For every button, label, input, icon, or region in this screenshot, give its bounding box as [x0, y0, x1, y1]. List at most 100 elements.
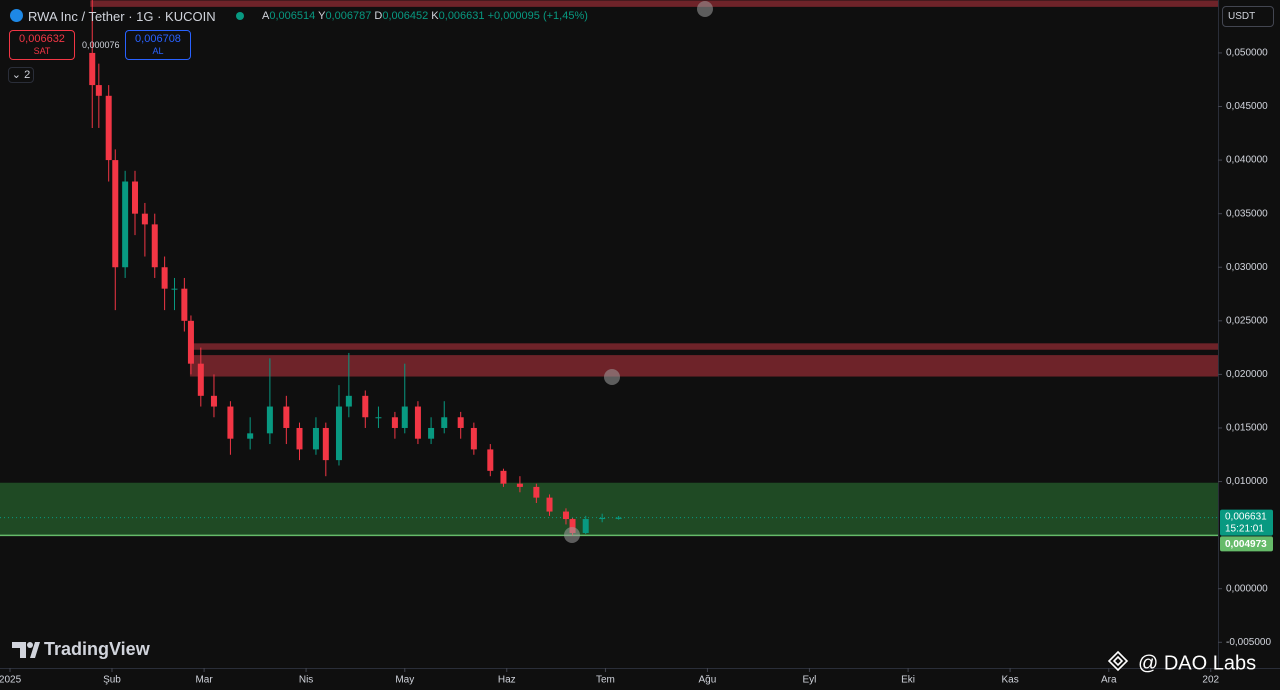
y-tick-label: 0,010000	[1226, 476, 1268, 487]
y-tick-label: -0,005000	[1226, 637, 1271, 648]
candle-body	[599, 517, 606, 520]
brand: TradingView	[44, 639, 151, 659]
watermark: @ DAO Labs	[1138, 652, 1256, 674]
candle-body	[187, 320, 194, 364]
candle-body	[546, 497, 553, 512]
x-tick-label: Mar	[195, 675, 213, 686]
tradingview-logo: TradingView	[12, 639, 151, 659]
candle-body	[516, 483, 523, 487]
y-tick-label: 0,025000	[1226, 315, 1268, 326]
zone	[189, 343, 1218, 350]
x-tick-label: Tem	[596, 675, 615, 686]
y-tick-label: 0,020000	[1226, 369, 1268, 380]
x-tick-label: Ara	[1101, 675, 1117, 686]
y-tick-label: 0,000000	[1226, 583, 1268, 594]
candle-body	[345, 395, 352, 407]
plot-area	[0, 0, 1218, 537]
ohlc-value: 0,006452	[382, 10, 429, 22]
candle-body	[266, 406, 273, 434]
ohlc-value: 0,006514	[269, 10, 316, 22]
candle-body	[247, 433, 254, 439]
ohlc-key: K	[431, 10, 439, 22]
drawing-handle[interactable]	[564, 527, 580, 543]
ohlc-key: Y	[318, 10, 326, 22]
buy-text: AL	[152, 46, 164, 56]
y-tick-label: 0,015000	[1226, 423, 1268, 434]
candle-body	[414, 406, 421, 439]
candle-body	[457, 417, 464, 428]
candle-body	[335, 406, 342, 461]
candle-body	[296, 427, 303, 450]
x-tick-label: Eki	[901, 675, 915, 686]
x-tick-label: 202	[1202, 675, 1219, 686]
buy-price: 0,006708	[135, 33, 181, 45]
candle-body	[171, 288, 178, 290]
candle-body	[181, 288, 188, 321]
candle-body	[569, 519, 576, 533]
countdown: 15:21:01	[1225, 523, 1264, 534]
last-price-tag	[1220, 509, 1273, 536]
candle-body	[391, 417, 398, 428]
spread: 0,000076	[82, 40, 120, 50]
candle-body	[122, 181, 129, 268]
currency-select[interactable]: USDT	[1222, 6, 1274, 27]
candle-body	[210, 395, 217, 407]
candle-body	[95, 85, 102, 96]
x-tick-label: Nis	[299, 675, 313, 686]
sell-button[interactable]: 0,006632 SAT	[9, 30, 75, 60]
sell-text: SAT	[33, 46, 51, 56]
logo-mark	[30, 642, 40, 658]
candle-body	[105, 95, 112, 161]
candle-body	[132, 181, 139, 214]
market-status	[236, 12, 244, 20]
level-tag	[1220, 536, 1273, 552]
zone	[90, 0, 1218, 7]
candle-body	[582, 519, 589, 533]
level-label: 0,004973	[1225, 539, 1267, 550]
candle-body	[470, 427, 477, 450]
ohlc-value: 0,006631	[438, 10, 485, 22]
candle-body	[500, 470, 507, 484]
zone	[189, 355, 1218, 377]
indicators-toggle[interactable]: ⌄ 2	[8, 67, 34, 83]
buy-button[interactable]: 0,006708 AL	[125, 30, 191, 60]
candle-body	[112, 160, 119, 268]
y-tick-label: 0,030000	[1226, 262, 1268, 273]
watermark-icon	[1107, 650, 1129, 672]
x-tick-label: Eyl	[802, 675, 816, 686]
logo-mark	[27, 642, 33, 648]
x-tick-label: Haz	[498, 675, 516, 686]
candle-body	[428, 427, 435, 439]
y-tick-label: 0,050000	[1226, 48, 1268, 59]
y-tick-label: 0,045000	[1226, 101, 1268, 112]
candle-body	[227, 406, 234, 439]
indicator-count: 2	[24, 69, 31, 81]
y-tick-label: 0,040000	[1226, 155, 1268, 166]
x-tick-label: Kas	[1001, 675, 1018, 686]
sell-price: 0,006632	[19, 33, 65, 45]
candle-body	[375, 417, 382, 419]
candle-body	[312, 427, 319, 450]
x-tick-label: 2025	[0, 675, 22, 686]
drawing-handle[interactable]	[604, 369, 620, 385]
x-tick-label: Ağu	[699, 675, 717, 686]
ohlc-key: A	[262, 10, 270, 22]
candle-body	[401, 406, 408, 428]
candle-body	[322, 427, 329, 461]
x-tick-label: Şub	[103, 675, 121, 686]
symbol-icon	[10, 9, 23, 22]
logo-mark	[12, 642, 26, 658]
ohlc-key: D	[374, 10, 383, 22]
candle-body	[362, 395, 369, 418]
last-price-label: 0,006631	[1225, 511, 1267, 522]
y-tick-label: 0,035000	[1226, 208, 1268, 219]
candle-body	[161, 267, 168, 289]
candle-body	[197, 363, 204, 396]
candle-body	[487, 449, 494, 471]
change: +0,000095 (+1,45%)	[487, 10, 588, 22]
drawing-handle[interactable]	[697, 1, 713, 17]
candle-body	[615, 517, 622, 519]
symbol[interactable]: RWA Inc / Tether · 1G · KUCOIN	[28, 9, 216, 24]
